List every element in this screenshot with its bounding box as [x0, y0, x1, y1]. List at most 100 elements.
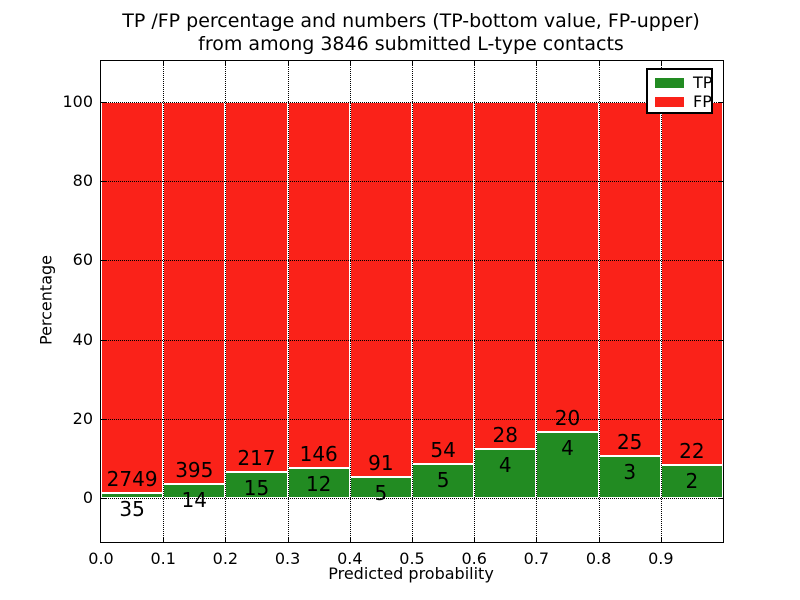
bar-segment-fp [536, 102, 599, 432]
bar-segment-fp [349, 102, 412, 478]
fp-count-label: 28 [492, 422, 518, 447]
x-tick-bottom [474, 537, 476, 542]
x-tick-bottom [287, 537, 289, 542]
bar-segment-fp [660, 102, 723, 465]
x-tick-label: 0.4 [337, 549, 363, 568]
x-tick-bottom [163, 537, 165, 542]
tp-count-label: 12 [305, 471, 332, 496]
x-tick-top [349, 61, 351, 66]
bar-segment-fp [163, 102, 226, 485]
y-tick-label: 80 [72, 171, 93, 191]
y-tick-label: 60 [72, 250, 93, 270]
vertical-gridline [412, 61, 413, 542]
vertical-gridline [349, 61, 351, 542]
tp-count-label: 14 [181, 488, 207, 513]
fp-count-label: 217 [237, 446, 276, 471]
fp-count-label: 20 [554, 406, 581, 430]
y-tick-right [718, 102, 723, 103]
x-tick-bottom [660, 537, 662, 542]
y-tick-left [101, 498, 106, 499]
legend-entry: FP [648, 91, 712, 111]
x-tick-top [598, 61, 600, 66]
horizontal-gridline [101, 102, 723, 103]
horizontal-gridline [101, 418, 723, 420]
y-tick-right [718, 418, 723, 420]
fp-count-label: 2749 [106, 467, 158, 492]
y-tick-right [718, 339, 723, 341]
tp-count-label: 3 [623, 459, 637, 484]
bar-segment-fp [598, 102, 661, 456]
fp-count-label: 22 [679, 439, 705, 463]
x-tick-top [412, 61, 413, 66]
y-tick-label: 40 [72, 329, 93, 349]
y-tick-left [101, 260, 106, 262]
y-tick-left [101, 339, 106, 341]
tp-count-label: 4 [561, 436, 574, 460]
y-tick-label: 0 [82, 488, 93, 507]
vertical-gridline [474, 61, 476, 542]
vertical-gridline [660, 61, 662, 542]
fp-count-label: 146 [299, 441, 338, 466]
x-tick-top [536, 61, 538, 66]
x-tick-label: 0.8 [585, 549, 612, 568]
y-tick-right [718, 260, 723, 262]
vertical-gridline [287, 61, 289, 542]
x-tick-label: 0.1 [150, 549, 176, 568]
tp-count-label: 5 [436, 468, 450, 493]
vertical-gridline [536, 61, 538, 542]
vertical-gridline [225, 61, 227, 542]
x-tick-bottom [225, 537, 227, 542]
tp-count-label: 15 [243, 476, 270, 501]
fp-count-label: 395 [175, 458, 214, 483]
x-tick-top [225, 61, 227, 66]
x-tick-label: 0.9 [648, 549, 674, 568]
chart-title-line2: from among 3846 submitted L-type contact… [198, 33, 624, 55]
fp-count-label: 54 [430, 438, 456, 463]
bar-segment-tp [412, 464, 475, 498]
bar-segment-fp [101, 102, 164, 494]
y-tick-right [718, 181, 723, 183]
horizontal-gridline [101, 181, 723, 183]
x-tick-label: 0.6 [461, 549, 487, 568]
legend: TP FP [646, 68, 713, 114]
tp-count-label: 5 [374, 481, 388, 506]
horizontal-gridline [101, 498, 723, 499]
x-tick-label: 0.2 [212, 549, 239, 568]
horizontal-gridline [101, 260, 723, 262]
y-tick-label: 20 [72, 408, 93, 428]
bar-segment-fp [412, 102, 475, 465]
vertical-gridline [163, 61, 165, 542]
legend-entry: TP [648, 73, 712, 92]
y-tick-left [101, 418, 106, 420]
bar-segment-tp [287, 467, 350, 498]
x-tick-top [163, 61, 165, 66]
horizontal-gridline [101, 339, 723, 341]
x-tick-bottom [349, 537, 351, 542]
x-tick-bottom [598, 537, 600, 542]
x-tick-bottom [536, 537, 538, 542]
x-tick-top [660, 61, 662, 66]
tp-count-label: 4 [498, 452, 512, 477]
x-tick-bottom [412, 537, 413, 542]
x-tick-label: 0.5 [399, 549, 425, 568]
legend-swatch-fp [655, 96, 684, 107]
fp-count-label: 91 [368, 451, 394, 476]
bar-segment-tp [225, 472, 288, 498]
legend-label-fp: FP [693, 91, 712, 111]
legend-swatch-tp [655, 77, 684, 88]
bar-segment-tp [101, 493, 164, 498]
y-tick-right [718, 498, 723, 499]
bar-segment-tp [536, 432, 599, 498]
y-tick-left [101, 181, 106, 183]
chart-title: TP /FP percentage and numbers (TP-bottom… [100, 10, 722, 56]
plot-area: 2749 35 395 14 217 15 146 12 91 5 54 5 28 4 20 4 25 3 22 2 0… [62, 60, 724, 568]
x-tick-label: 0.3 [274, 549, 301, 568]
tp-count-label: 35 [119, 497, 145, 522]
vertical-gridline [598, 61, 600, 542]
x-axis-label: Predicted probability [328, 564, 494, 583]
x-tick-top [474, 61, 476, 66]
bar-segment-fp [287, 102, 350, 468]
y-tick-left [101, 102, 106, 103]
bar-segment-fp [225, 102, 288, 473]
